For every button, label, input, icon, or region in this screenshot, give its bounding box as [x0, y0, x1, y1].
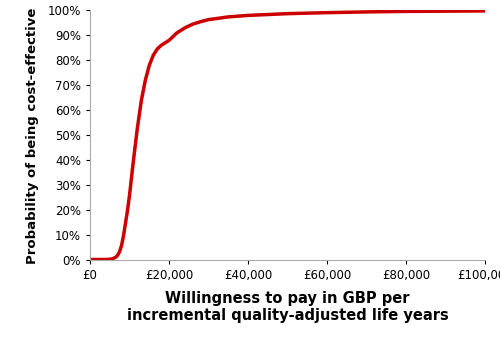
Y-axis label: Probability of being cost-effective: Probability of being cost-effective: [26, 7, 40, 263]
X-axis label: Willingness to pay in GBP per
incremental quality-adjusted life years: Willingness to pay in GBP per incrementa…: [126, 290, 448, 323]
